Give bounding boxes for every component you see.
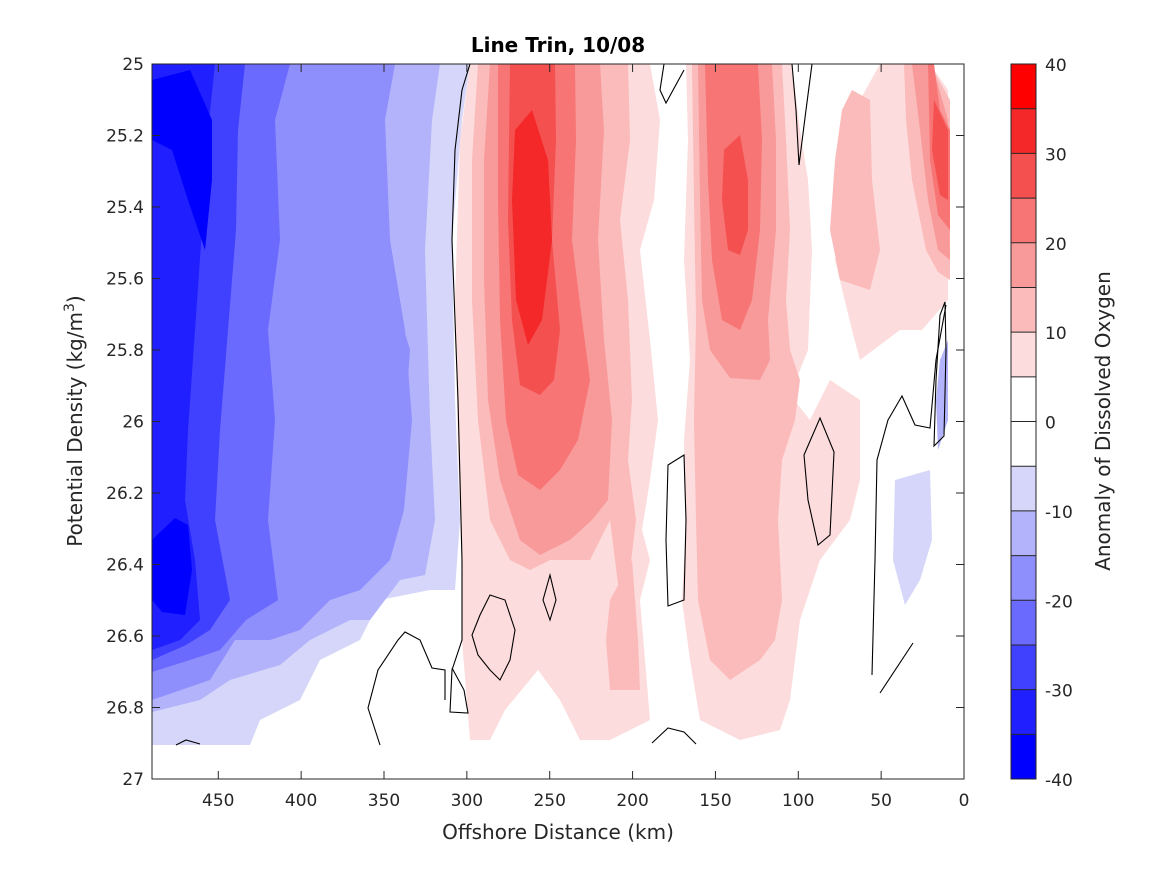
zero-contour-line xyxy=(665,454,687,607)
colorbar-band xyxy=(1011,287,1036,333)
y-axis-label: Potential Density (kg/m3) xyxy=(62,295,87,546)
zero-contour-line xyxy=(367,631,446,746)
zero-contour-line xyxy=(471,594,516,681)
colorbar-tick-label: -20 xyxy=(1045,592,1073,612)
y-tick-label: 26 xyxy=(122,413,144,433)
contour-band xyxy=(893,470,932,605)
contour-band xyxy=(830,90,880,290)
x-axis-label: Offshore Distance (km) xyxy=(442,820,674,844)
colorbar-band xyxy=(1011,555,1036,601)
zero-contour-lines xyxy=(175,64,947,746)
contour-band xyxy=(152,70,212,250)
colorbar-tick-label: 0 xyxy=(1045,414,1056,434)
colorbar-band xyxy=(1011,510,1036,556)
colorbar-tick-label: 20 xyxy=(1045,235,1067,255)
y-tick-label: 25.4 xyxy=(106,198,144,218)
y-axis: 25 25.2 25.4 25.6 25.8 26 26.2 26.4 26.6 26.8 27 xyxy=(106,55,964,790)
colorbar-label: Anomaly of Dissolved Oxygen xyxy=(1091,271,1115,571)
zero-contour-line xyxy=(933,301,947,448)
contour-band xyxy=(352,225,410,450)
zero-contour-line xyxy=(542,572,557,622)
x-tick-label: 300 xyxy=(451,791,483,811)
contour-band xyxy=(152,518,192,615)
zero-contour-line xyxy=(791,64,813,166)
colorbar-band xyxy=(1011,64,1036,109)
y-tick-label: 25 xyxy=(122,55,144,75)
colorbar-band xyxy=(1011,466,1036,511)
contour-band xyxy=(936,340,948,450)
zero-contour-line xyxy=(879,642,914,694)
contour-band xyxy=(722,135,748,255)
zero-contour-line xyxy=(659,64,685,105)
x-tick-label: 100 xyxy=(782,791,814,811)
contour-band xyxy=(152,745,964,779)
colorbar-tick-label: -40 xyxy=(1045,771,1073,791)
y-tick-label: 25.2 xyxy=(106,127,144,147)
y-tick-label: 26.2 xyxy=(106,484,144,504)
colorbar-tick-label: -30 xyxy=(1045,682,1073,702)
colorbar-band xyxy=(1011,734,1036,779)
colorbar-band xyxy=(1011,644,1036,690)
x-axis: 450 400 350 300 250 200 150 100 50 0 xyxy=(202,64,969,811)
zero-contour-line xyxy=(175,739,201,746)
zero-contour-line xyxy=(871,304,947,676)
x-tick-label: 0 xyxy=(959,791,970,811)
y-tick-label: 25.8 xyxy=(106,341,144,361)
colorbar-band xyxy=(1011,600,1036,645)
colorbar-band xyxy=(1011,242,1036,288)
contour-band xyxy=(932,100,948,200)
colorbar-band xyxy=(1011,332,1036,377)
colorbar-tick-label: -10 xyxy=(1045,503,1073,523)
x-tick-label: 450 xyxy=(202,791,234,811)
y-tick-label: 26.8 xyxy=(106,699,144,719)
colorbar-band xyxy=(1011,689,1036,735)
contour-band xyxy=(606,560,640,690)
y-axis-label-superscript: 3 xyxy=(62,303,78,312)
colorbar-frame xyxy=(1010,63,1037,780)
y-axis-label-close: ) xyxy=(63,295,87,303)
colorbar-band xyxy=(1011,153,1036,199)
y-axis-label-main: Potential Density (kg/m xyxy=(63,312,87,547)
y-tick-label: 26.4 xyxy=(106,556,144,576)
colorbar-tick-label: 40 xyxy=(1045,56,1067,76)
contour-band xyxy=(512,110,552,345)
contour-field xyxy=(152,64,964,779)
colorbar-band xyxy=(1011,376,1036,422)
zero-contour-line xyxy=(803,416,835,547)
colorbar-band xyxy=(1011,421,1036,467)
x-tick-label: 150 xyxy=(699,791,731,811)
x-tick-label: 200 xyxy=(616,791,648,811)
zero-contour-line xyxy=(449,64,471,714)
x-tick-label: 400 xyxy=(285,791,317,811)
y-tick-label: 26.6 xyxy=(106,627,144,647)
zero-contour-line xyxy=(651,727,697,745)
colorbar: 40 30 20 10 0 -10 -20 -30 -40 xyxy=(1010,56,1073,791)
x-tick-label: 350 xyxy=(368,791,400,811)
x-tick-label: 250 xyxy=(533,791,565,811)
colorbar-tick-label: 30 xyxy=(1045,145,1067,165)
colorbar-band xyxy=(1011,108,1036,154)
x-tick-label: 50 xyxy=(870,791,892,811)
y-tick-label: 25.6 xyxy=(106,270,144,290)
chart-title: Line Trin, 10/08 xyxy=(471,33,645,57)
colorbar-tick-label: 10 xyxy=(1045,324,1067,344)
colorbar-band xyxy=(1011,198,1036,243)
y-tick-label: 27 xyxy=(122,770,144,790)
